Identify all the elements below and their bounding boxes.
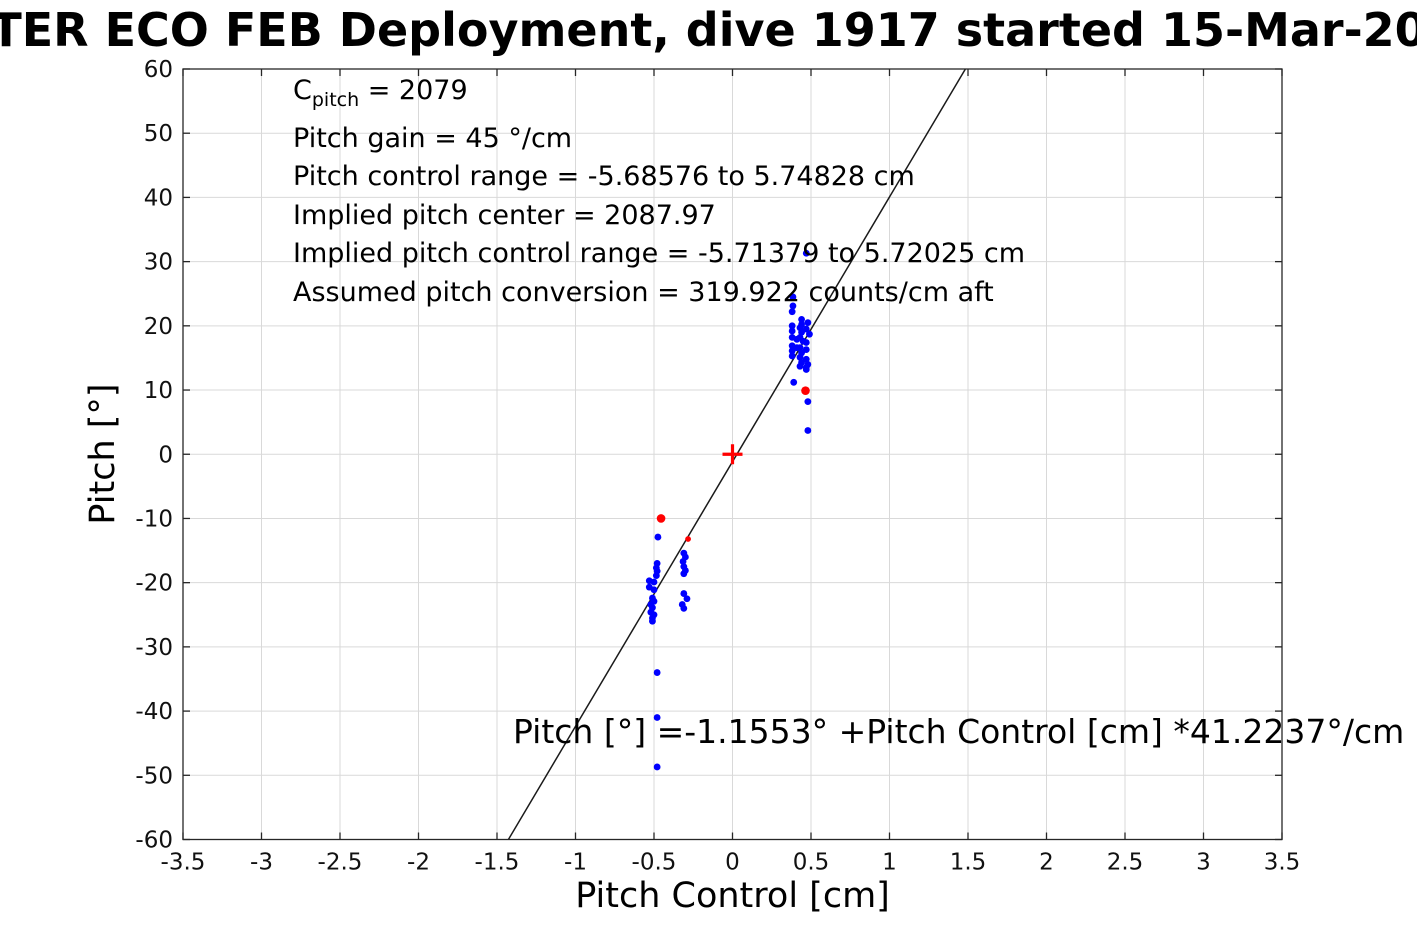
pitch-samples-point	[802, 249, 810, 257]
pitch-samples-point	[802, 346, 810, 353]
pitch-samples-point	[804, 398, 812, 405]
pitch-samples-point	[653, 763, 661, 771]
pitch-samples-point	[653, 669, 661, 676]
x-tick-label: -3	[250, 850, 273, 876]
pitch-samples-point	[796, 353, 804, 361]
y-tick-label: -40	[135, 699, 173, 725]
x-tick-label: 0	[725, 850, 740, 876]
y-axis-label: Pitch [°]	[83, 383, 123, 525]
y-tick-label: -30	[135, 635, 173, 661]
pitch-samples-point	[788, 308, 796, 316]
x-axis-label: Pitch Control [cm]	[575, 876, 890, 916]
annotation-line: Pitch control range = -5.68576 to 5.7482…	[293, 161, 915, 192]
x-tick-label: 2	[1039, 850, 1054, 876]
title-container: TER ECO FEB Deployment, dive 1917 starte…	[0, 0, 1417, 64]
annotation-line: Assumed pitch conversion = 319.922 count…	[293, 276, 994, 308]
y-tick-label: -10	[135, 506, 173, 532]
pitch-samples-point	[789, 293, 797, 301]
pitch-samples-point	[802, 339, 810, 346]
pitch-samples-point	[802, 325, 810, 333]
pitch-samples-point	[788, 327, 796, 335]
pitch-samples-point	[654, 533, 662, 541]
y-tick-label: 20	[144, 314, 173, 340]
x-tick-label: -1	[564, 850, 587, 876]
pitch-samples-point	[683, 595, 691, 603]
annotation-line: Implied pitch control range = -5.71379 t…	[293, 238, 1026, 269]
x-tick-label: -2	[407, 850, 430, 876]
pitch-samples-point	[653, 714, 661, 721]
annotation-line-cpitch: Cpitch = 2079	[293, 75, 468, 111]
pitch-samples-point	[804, 319, 812, 327]
annotation-line: Implied pitch center = 2087.97	[293, 199, 716, 231]
y-tick-label: 40	[144, 185, 173, 211]
fit-equation-label: Pitch [°] =-1.1553° +Pitch Control [cm] …	[513, 712, 1405, 751]
x-tick-label: 3.5	[1264, 850, 1301, 876]
y-tick-label: 10	[144, 378, 173, 404]
x-tick-label: -1.5	[475, 850, 520, 876]
pitch-samples-point	[652, 572, 660, 580]
pitch-samples-point	[796, 362, 804, 370]
pitch-samples-point	[650, 578, 658, 586]
pitch-samples-point	[802, 355, 810, 363]
pitch-samples-point	[793, 344, 801, 352]
flagged-samples-point	[801, 386, 810, 395]
axes-box	[182, 68, 1283, 841]
scatter-points	[645, 249, 813, 771]
x-tick-label: 0.5	[793, 850, 830, 876]
x-tick-label: -0.5	[632, 850, 677, 876]
annotation-line: Pitch gain = 45 °/cm	[293, 122, 573, 154]
stats-annotation: Cpitch = 2079 Pitch gain = 45 °/cm Pitch…	[293, 72, 1025, 312]
tick-labels: -3.5 -3 -2.5 -2 -1.5 -1 -0.5 0 0.5 1 1.5 2 2.5 3 3.5 -6…	[135, 57, 1300, 876]
x-tick-label: 2.5	[1107, 850, 1144, 876]
y-tick-label: 30	[144, 250, 173, 276]
y-tick-label: -20	[135, 571, 173, 597]
pitch-samples-point	[804, 427, 812, 434]
pitch-samples-point	[798, 316, 805, 323]
chart-title: TER ECO FEB Deployment, dive 1917 starte…	[0, 3, 1417, 57]
y-tick-label: 50	[144, 121, 173, 147]
x-tick-label: -2.5	[318, 850, 363, 876]
x-tick-label: -3.5	[161, 850, 206, 876]
pitch-samples-point	[679, 558, 687, 565]
pitch-samples-point	[680, 590, 688, 597]
pitch-samples-point	[650, 586, 658, 594]
y-tick-label: 0	[158, 442, 173, 468]
pitch-samples-point	[806, 330, 813, 338]
pitch-samples-point	[789, 302, 797, 310]
x-tick-label: 1	[882, 850, 897, 876]
pitch-samples-point	[788, 322, 796, 330]
pitch-samples-point	[790, 378, 798, 386]
x-tick-label: 3	[1196, 850, 1211, 876]
pitch-samples-point	[788, 352, 796, 360]
pitch-samples-point	[680, 604, 688, 612]
pitch-samples-point	[649, 617, 656, 625]
flagged-samples-point	[685, 536, 691, 542]
y-tick-label: 60	[144, 57, 173, 83]
x-tick-label: 1.5	[950, 850, 987, 876]
pitch-samples-point	[802, 364, 810, 371]
flagged-samples-point	[656, 514, 666, 523]
y-tick-label: -50	[135, 763, 173, 789]
y-tick-label: -60	[135, 828, 173, 854]
pitch-samples-point	[680, 570, 688, 578]
pitch-samples-point	[793, 335, 801, 343]
